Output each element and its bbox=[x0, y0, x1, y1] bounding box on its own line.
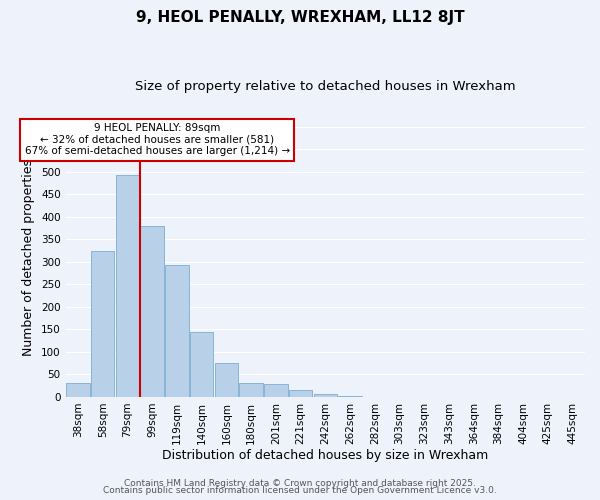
Bar bbox=[66, 384, 90, 397]
Bar bbox=[338, 396, 362, 397]
Title: Size of property relative to detached houses in Wrexham: Size of property relative to detached ho… bbox=[135, 80, 515, 93]
Bar bbox=[91, 250, 115, 397]
Bar bbox=[314, 394, 337, 397]
Text: Contains HM Land Registry data © Crown copyright and database right 2025.: Contains HM Land Registry data © Crown c… bbox=[124, 478, 476, 488]
Y-axis label: Number of detached properties: Number of detached properties bbox=[22, 159, 35, 356]
Bar bbox=[190, 332, 214, 397]
Bar bbox=[215, 363, 238, 397]
Bar bbox=[165, 266, 188, 397]
Text: 9, HEOL PENALLY, WREXHAM, LL12 8JT: 9, HEOL PENALLY, WREXHAM, LL12 8JT bbox=[136, 10, 464, 25]
Text: 9 HEOL PENALLY: 89sqm
← 32% of detached houses are smaller (581)
67% of semi-det: 9 HEOL PENALLY: 89sqm ← 32% of detached … bbox=[25, 123, 290, 156]
X-axis label: Distribution of detached houses by size in Wrexham: Distribution of detached houses by size … bbox=[162, 450, 488, 462]
Text: Contains public sector information licensed under the Open Government Licence v3: Contains public sector information licen… bbox=[103, 486, 497, 495]
Bar bbox=[264, 384, 287, 397]
Bar bbox=[289, 390, 313, 397]
Bar bbox=[239, 383, 263, 397]
Bar bbox=[140, 226, 164, 397]
Bar bbox=[116, 176, 139, 397]
